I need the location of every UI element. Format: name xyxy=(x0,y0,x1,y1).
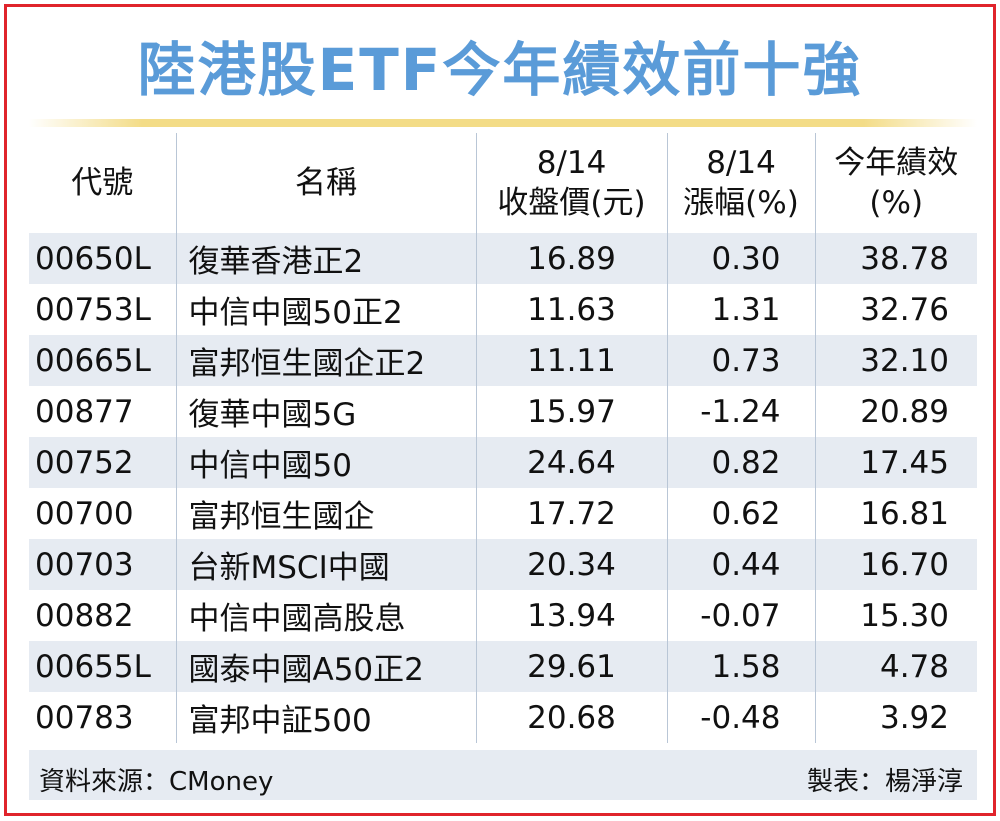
cell-change: -0.48 xyxy=(666,692,815,743)
cell-change: 0.62 xyxy=(666,488,815,539)
cell-change: -1.24 xyxy=(666,386,815,437)
cell-code: 00703 xyxy=(29,539,176,590)
table-row: 00783 富邦中証500 20.68 -0.48 3.92 xyxy=(29,692,977,743)
cell-change: 0.73 xyxy=(666,335,815,386)
cell-name: 復華香港正2 xyxy=(175,233,476,284)
cell-ytd: 32.76 xyxy=(814,284,977,335)
cell-code: 00655L xyxy=(29,641,176,692)
header-ytd-line2: (%) xyxy=(869,185,924,221)
cell-close: 29.61 xyxy=(475,641,667,692)
header-close: 8/14 收盤價(元) xyxy=(475,133,667,233)
etf-performance-table: 代號 名稱 8/14 收盤價(元) 8/14 漲幅(%) 今年績效 (%) 00… xyxy=(29,133,977,743)
cell-change: 1.31 xyxy=(666,284,815,335)
cell-change: -0.07 xyxy=(666,590,815,641)
cell-code: 00752 xyxy=(29,437,176,488)
cell-close: 24.64 xyxy=(475,437,667,488)
table-body: 00650L 復華香港正2 16.89 0.30 38.78 00753L 中信中國50正2… xyxy=(29,233,977,743)
cell-ytd: 32.10 xyxy=(814,335,977,386)
cell-name: 中信中國高股息 xyxy=(175,590,476,641)
table-row: 00655L 國泰中國A50正2 29.61 1.58 4.78 xyxy=(29,641,977,692)
cell-change: 0.82 xyxy=(666,437,815,488)
cell-close: 20.68 xyxy=(475,692,667,743)
header-change-line2: 漲幅(%) xyxy=(683,185,799,221)
cell-close: 20.34 xyxy=(475,539,667,590)
cell-name: 中信中國50正2 xyxy=(175,284,476,335)
cell-close: 11.63 xyxy=(475,284,667,335)
table-row: 00703 台新MSCI中國 20.34 0.44 16.70 xyxy=(29,539,977,590)
cell-code: 00882 xyxy=(29,590,176,641)
cell-name: 富邦恒生國企正2 xyxy=(175,335,476,386)
cell-close: 16.89 xyxy=(475,233,667,284)
table-row: 00882 中信中國高股息 13.94 -0.07 15.30 xyxy=(29,590,977,641)
table-row: 00877 復華中國5G 15.97 -1.24 20.89 xyxy=(29,386,977,437)
table-row: 00650L 復華香港正2 16.89 0.30 38.78 xyxy=(29,233,977,284)
cell-name: 復華中國5G xyxy=(175,386,476,437)
header-change-line1: 8/14 xyxy=(706,145,776,181)
source-note: 資料來源：CMoney xyxy=(39,767,274,797)
cell-name: 富邦中証500 xyxy=(175,692,476,743)
header-close-line1: 8/14 xyxy=(536,145,607,181)
cell-ytd: 16.70 xyxy=(814,539,977,590)
cell-ytd: 15.30 xyxy=(814,590,977,641)
chart-title: 陸港股ETF今年績效前十強 xyxy=(137,36,863,104)
cell-code: 00665L xyxy=(29,335,176,386)
cell-code: 00650L xyxy=(29,233,176,284)
cell-name: 富邦恒生國企 xyxy=(175,488,476,539)
cell-name: 國泰中國A50正2 xyxy=(175,641,476,692)
cell-ytd: 20.89 xyxy=(814,386,977,437)
header-ytd-line1: 今年績效 xyxy=(834,145,959,181)
cell-close: 17.72 xyxy=(475,488,667,539)
cell-change: 0.44 xyxy=(666,539,815,590)
header-close-line2: 收盤價(元) xyxy=(497,185,646,221)
cell-code: 00753L xyxy=(29,284,176,335)
table-header-row: 代號 名稱 8/14 收盤價(元) 8/14 漲幅(%) 今年績效 (%) xyxy=(29,133,977,233)
cell-code: 00700 xyxy=(29,488,176,539)
header-name: 名稱 xyxy=(175,133,476,233)
cell-close: 11.11 xyxy=(475,335,667,386)
cell-close: 15.97 xyxy=(475,386,667,437)
cell-name: 中信中國50 xyxy=(175,437,476,488)
table-row: 00752 中信中國50 24.64 0.82 17.45 xyxy=(29,437,977,488)
table-row: 00753L 中信中國50正2 11.63 1.31 32.76 xyxy=(29,284,977,335)
footer-bar: 資料來源：CMoney 製表：楊淨淳 xyxy=(29,750,977,800)
cell-code: 00877 xyxy=(29,386,176,437)
header-change: 8/14 漲幅(%) xyxy=(666,133,815,233)
header-code: 代號 xyxy=(71,165,134,201)
chart-frame: 陸港股ETF今年績效前十強 代號 名稱 8/14 收盤價(元) 8/14 漲幅(… xyxy=(4,4,996,816)
cell-ytd: 16.81 xyxy=(814,488,977,539)
cell-ytd: 38.78 xyxy=(814,233,977,284)
cell-ytd: 17.45 xyxy=(814,437,977,488)
cell-change: 1.58 xyxy=(666,641,815,692)
cell-ytd: 3.92 xyxy=(814,692,977,743)
author-note: 製表：楊淨淳 xyxy=(806,767,963,797)
header-ytd: 今年績效 (%) xyxy=(814,133,977,233)
title-divider xyxy=(29,119,977,127)
table-row: 00700 富邦恒生國企 17.72 0.62 16.81 xyxy=(29,488,977,539)
cell-close: 13.94 xyxy=(475,590,667,641)
table-row: 00665L 富邦恒生國企正2 11.11 0.73 32.10 xyxy=(29,335,977,386)
cell-change: 0.30 xyxy=(666,233,815,284)
cell-code: 00783 xyxy=(29,692,176,743)
cell-name: 台新MSCI中國 xyxy=(175,539,476,590)
cell-ytd: 4.78 xyxy=(814,641,977,692)
